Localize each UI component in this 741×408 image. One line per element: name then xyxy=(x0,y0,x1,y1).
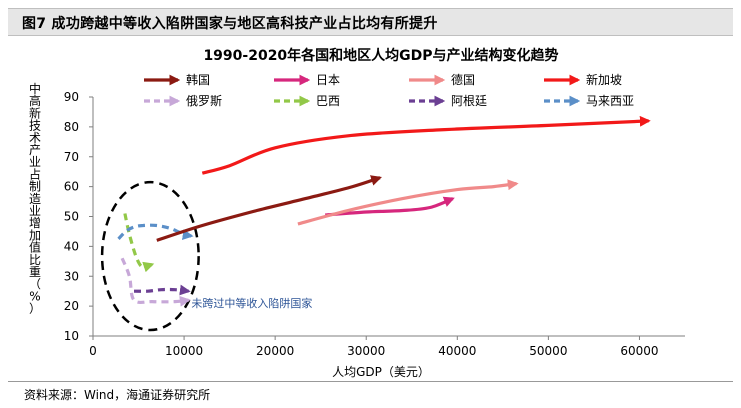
y-axis-title-char: 新 xyxy=(29,105,41,120)
y-axis-title-char: 业 xyxy=(29,155,41,169)
series-korea xyxy=(156,175,382,242)
footer-rule xyxy=(8,381,733,382)
y-axis-title-char: 产 xyxy=(29,143,41,157)
figure-header: 图7 成功跨越中等收入陷阱国家与地区高科技产业占比均有所提升 xyxy=(8,8,733,36)
figure-header-title: 图7 成功跨越中等收入陷阱国家与地区高科技产业占比均有所提升 xyxy=(22,16,438,32)
trap-ellipse xyxy=(100,180,200,332)
series-argentina xyxy=(133,284,191,296)
y-tick-label: 60 xyxy=(64,180,79,194)
legend-label-singapore: 新加坡 xyxy=(586,72,622,87)
y-axis-title-char: （ xyxy=(29,277,41,291)
axes: 10 20 30 40 50 60 70 80 90 0 10000 20000 30000 40000 5… xyxy=(64,90,685,358)
y-tick-label: 10 xyxy=(64,329,79,343)
source-note: 资料来源：Wind，海通证券研究所 xyxy=(24,388,211,402)
x-tick-label: 30000 xyxy=(347,344,385,358)
y-axis-title-char: % xyxy=(29,289,40,303)
y-axis-title-char: 重 xyxy=(29,265,41,279)
legend-label-brazil: 巴西 xyxy=(316,94,340,108)
x-tick-label: 40000 xyxy=(438,344,476,358)
y-axis-title-char: 技 xyxy=(29,119,41,133)
y-axis-title-char: 中 xyxy=(29,81,41,96)
y-axis-title-char: 值 xyxy=(29,240,41,255)
legend-label-japan: 日本 xyxy=(316,73,340,87)
legend-label-korea: 韩国 xyxy=(186,72,210,87)
y-axis-title-char: ） xyxy=(29,302,41,316)
y-axis-title-char: 业 xyxy=(29,204,41,218)
y-axis-title-char: 造 xyxy=(29,192,41,206)
series-brazil xyxy=(123,213,155,273)
legend-label-russia: 俄罗斯 xyxy=(186,94,222,108)
y-axis-title-char: 占 xyxy=(29,166,41,181)
y-axis-title-char: 制 xyxy=(29,180,41,194)
y-tick-label: 80 xyxy=(64,120,79,134)
series-layer xyxy=(117,115,651,307)
x-tick-label: 20000 xyxy=(256,344,294,358)
x-tick-label: 10000 xyxy=(165,344,203,358)
legend-label-argentina: 阿根廷 xyxy=(451,94,487,108)
y-tick-label: 20 xyxy=(64,299,79,313)
legend-label-germany: 德国 xyxy=(451,72,475,87)
annotation-label: 未跨过中等收入陷阱国家 xyxy=(191,296,312,310)
x-tick-label: 0 xyxy=(89,344,97,358)
series-russia xyxy=(120,257,191,307)
x-tick-label: 60000 xyxy=(620,344,658,358)
series-singapore xyxy=(201,115,651,175)
y-tick-label: 40 xyxy=(64,239,79,253)
y-tick-label: 90 xyxy=(64,90,79,104)
x-axis-title: 人均GDP（美元） xyxy=(332,365,430,379)
y-axis-title-char: 高 xyxy=(29,93,41,108)
legend-label-malaysia: 马来西亚 xyxy=(586,94,634,108)
y-axis-title-char: 比 xyxy=(29,253,41,267)
y-axis-title-char: 增 xyxy=(29,216,41,230)
y-tick-label: 30 xyxy=(64,269,79,283)
y-tick-label: 70 xyxy=(64,150,79,164)
y-tick-label: 50 xyxy=(64,210,79,224)
y-axis-title-char: 加 xyxy=(29,228,41,242)
series-japan xyxy=(325,196,455,217)
chart-title: 1990-2020年各国和地区人均GDP与产业结构变化趋势 xyxy=(203,47,558,64)
series-germany xyxy=(297,179,519,226)
y-axis-title-char: 术 xyxy=(29,131,41,145)
x-tick-label: 50000 xyxy=(529,344,567,358)
